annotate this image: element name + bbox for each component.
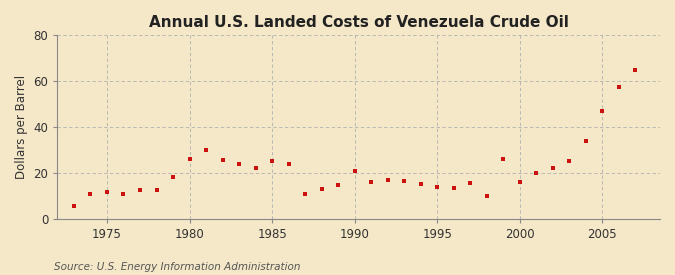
Point	[481, 194, 492, 198]
Point	[564, 159, 574, 164]
Point	[497, 157, 508, 161]
Point	[415, 182, 426, 186]
Point	[234, 161, 244, 166]
Point	[267, 159, 277, 164]
Point	[217, 158, 228, 163]
Point	[432, 185, 443, 189]
Point	[630, 68, 641, 72]
Point	[580, 139, 591, 143]
Point	[366, 180, 377, 184]
Point	[151, 188, 162, 192]
Point	[69, 204, 80, 208]
Point	[250, 166, 261, 170]
Point	[349, 168, 360, 173]
Point	[514, 180, 525, 184]
Point	[200, 148, 211, 152]
Point	[134, 188, 145, 192]
Y-axis label: Dollars per Barrel: Dollars per Barrel	[15, 75, 28, 179]
Point	[316, 187, 327, 191]
Point	[614, 85, 624, 89]
Point	[531, 171, 541, 175]
Point	[284, 161, 294, 166]
Point	[382, 178, 393, 182]
Point	[167, 175, 178, 180]
Point	[300, 191, 310, 196]
Point	[597, 109, 608, 113]
Point	[101, 190, 112, 194]
Point	[448, 186, 459, 190]
Point	[333, 183, 344, 188]
Point	[118, 191, 129, 196]
Text: Source: U.S. Energy Information Administration: Source: U.S. Energy Information Administ…	[54, 262, 300, 272]
Point	[85, 191, 96, 196]
Point	[399, 179, 410, 183]
Title: Annual U.S. Landed Costs of Venezuela Crude Oil: Annual U.S. Landed Costs of Venezuela Cr…	[148, 15, 568, 30]
Point	[465, 181, 476, 185]
Point	[184, 157, 195, 161]
Point	[547, 166, 558, 170]
